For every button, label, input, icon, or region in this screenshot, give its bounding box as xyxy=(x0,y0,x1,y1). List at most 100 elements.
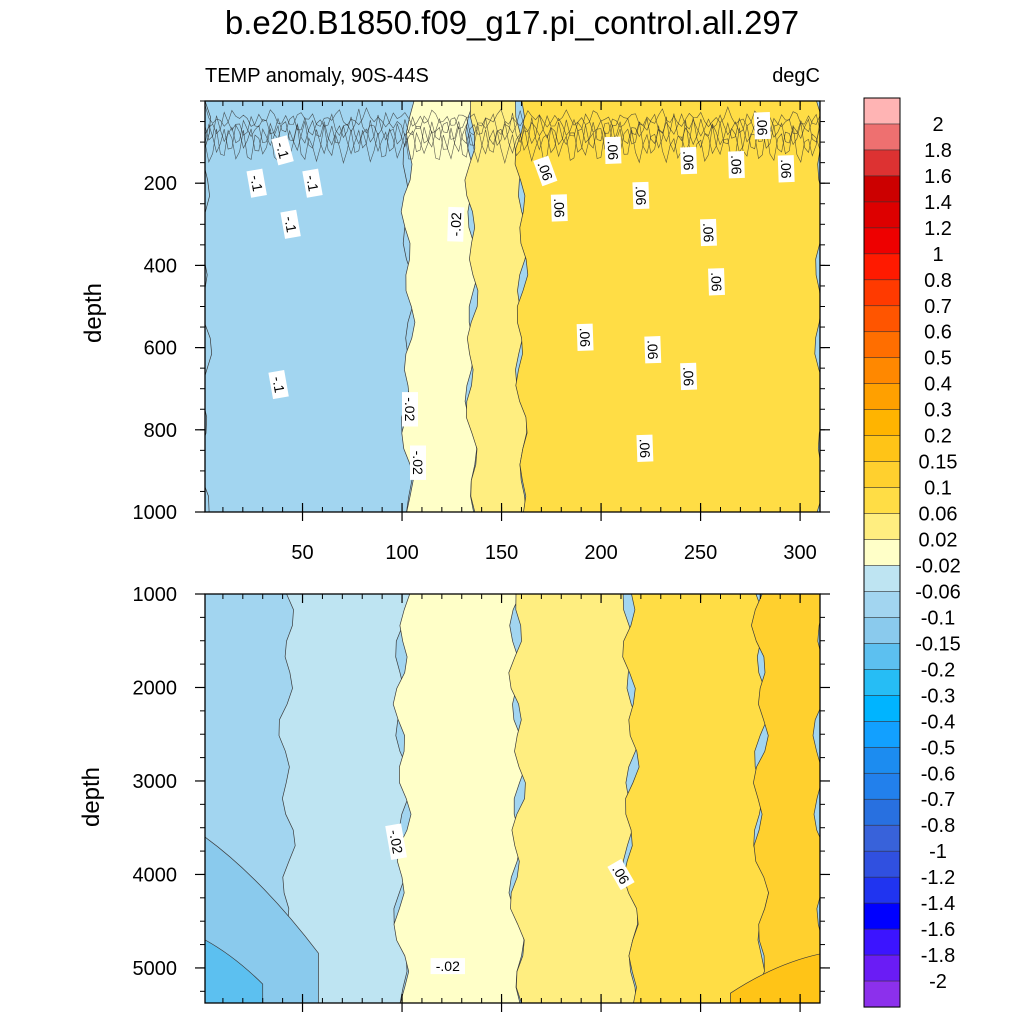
colorbar-swatch-26 xyxy=(863,772,901,800)
svg-text:-.1: -.1 xyxy=(281,215,300,234)
contour-label-upper-ocean-15: .06 xyxy=(753,112,771,140)
y-tick-label-deep-ocean-5000: 5000 xyxy=(133,958,178,980)
colorbar-label-19: -0.1 xyxy=(921,607,955,629)
colorbar-label-16: 0.02 xyxy=(919,530,958,552)
contour-label-upper-ocean-13: .06 xyxy=(727,151,745,179)
chart-title: b.e20.B1850.f09_g17.pi_control.all.297 xyxy=(225,4,799,41)
contour-label-upper-ocean-17: .06 xyxy=(708,268,725,296)
chart-subtitle-left: TEMP anomaly, 90S-44S xyxy=(205,65,429,87)
contour-band-upper-ocean-3 xyxy=(514,101,820,512)
colorbar-swatch-34 xyxy=(863,980,901,1008)
colorbar-swatch-18 xyxy=(863,565,901,593)
colorbar-label-12: 0.2 xyxy=(924,426,952,448)
colorbar-label-1: 1.8 xyxy=(924,140,952,162)
colorbar-label-24: -0.5 xyxy=(921,737,955,759)
svg-text:.06: .06 xyxy=(637,438,654,458)
colorbar-swatch-24 xyxy=(863,721,901,748)
contour-label-upper-ocean-12: .06 xyxy=(680,146,698,175)
contour-label-upper-ocean-6: -.02 xyxy=(402,392,418,427)
svg-text:-.02: -.02 xyxy=(386,828,406,855)
x-tick-label-150: 150 xyxy=(485,542,518,564)
contour-label-upper-ocean-2: -.1 xyxy=(302,168,323,198)
colorbar-label-21: -0.2 xyxy=(921,659,955,681)
colorbar-label-11: 0.3 xyxy=(924,400,952,422)
colorbar-swatch-0 xyxy=(863,97,901,125)
colorbar-label-22: -0.3 xyxy=(921,685,955,707)
y-tick-label-upper-ocean-800: 800 xyxy=(144,420,177,442)
colorbar-label-29: -1.2 xyxy=(921,867,955,889)
contour-label-upper-ocean-5: -.02 xyxy=(447,206,465,242)
colorbar-swatch-19 xyxy=(863,591,901,619)
contour-region-deep-ocean-1 xyxy=(205,939,264,1003)
colorbar-swatch-6 xyxy=(863,253,901,281)
colorbar-label-13: 0.15 xyxy=(919,452,958,474)
colorbar-label-10: 0.4 xyxy=(924,374,952,396)
contour-label-upper-ocean-0: -.1 xyxy=(271,135,294,166)
colorbar-frame xyxy=(863,97,901,1008)
colorbar-label-23: -0.4 xyxy=(921,711,955,733)
y-tick-label-deep-ocean-1000: 1000 xyxy=(133,584,178,606)
colorbar-label-0: 2 xyxy=(932,114,943,136)
x-tick-label-100: 100 xyxy=(385,542,418,564)
contour-label-upper-ocean-4: -.1 xyxy=(268,370,289,400)
colorbar-swatch-5 xyxy=(863,227,901,255)
contour-region-deep-ocean-2 xyxy=(730,953,820,1003)
colorbar-swatch-13 xyxy=(863,435,901,463)
x-tick-label-50: 50 xyxy=(291,542,313,564)
colorbar-swatch-32 xyxy=(863,928,901,956)
contour-label-deep-ocean-0: -.02 xyxy=(385,823,407,861)
colorbar-label-3: 1.4 xyxy=(924,192,952,214)
contour-band-deep-ocean-0 xyxy=(277,594,412,1003)
colorbar-label-17: -0.02 xyxy=(915,556,961,578)
contour-label-upper-ocean-11: .06 xyxy=(632,181,650,210)
y-tick-label-upper-ocean-200: 200 xyxy=(144,173,177,195)
colorbar-swatch-31 xyxy=(863,902,901,930)
colorbar-label-7: 0.7 xyxy=(924,296,952,318)
colorbar-swatch-21 xyxy=(863,643,901,670)
colorbar-label-15: 0.06 xyxy=(919,504,958,526)
colorbar-swatch-2 xyxy=(863,149,901,177)
colorbar-swatch-20 xyxy=(863,617,901,644)
svg-text:-.02: -.02 xyxy=(447,212,464,237)
colorbar-swatch-1 xyxy=(863,123,901,151)
y-axis-label-upper: depth xyxy=(80,283,107,343)
colorbar-label-26: -0.7 xyxy=(921,789,955,811)
svg-text:.06: .06 xyxy=(778,159,795,179)
colorbar-swatch-33 xyxy=(863,954,901,982)
contour-label-upper-ocean-9: .06 xyxy=(604,136,622,164)
colorbar-swatch-11 xyxy=(863,383,901,411)
y-tick-label-deep-ocean-3000: 3000 xyxy=(133,771,178,793)
contour-label-upper-ocean-1: -.1 xyxy=(246,168,267,198)
colorbar-label-27: -0.8 xyxy=(921,815,955,837)
svg-text:-.02: -.02 xyxy=(402,397,418,421)
svg-text:-.1: -.1 xyxy=(303,174,322,193)
surface-contour-line-3 xyxy=(205,116,820,155)
svg-text:-.1: -.1 xyxy=(273,140,293,160)
svg-text:.06: .06 xyxy=(605,140,622,160)
x-tick-label-200: 200 xyxy=(584,542,617,564)
colorbar-label-28: -1 xyxy=(929,841,947,863)
colorbar-swatch-16 xyxy=(863,513,901,541)
colorbar-label-20: -0.15 xyxy=(915,633,961,655)
y-tick-label-deep-ocean-2000: 2000 xyxy=(133,677,178,699)
contour-label-upper-ocean-19: .06 xyxy=(644,336,662,364)
colorbar-label-14: 0.1 xyxy=(924,478,952,500)
svg-text:.06: .06 xyxy=(633,185,650,205)
svg-text:.06: .06 xyxy=(680,151,697,171)
contour-band-deep-ocean-4 xyxy=(751,594,820,1003)
colorbar-label-6: 0.8 xyxy=(924,270,952,292)
colorbar-label-4: 1.2 xyxy=(924,218,952,240)
colorbar-swatch-12 xyxy=(863,409,901,437)
svg-text:-.02: -.02 xyxy=(410,451,426,475)
y-tick-label-upper-ocean-1000: 1000 xyxy=(133,502,178,524)
contour-label-upper-ocean-3: -.1 xyxy=(280,209,301,239)
contour-label-upper-ocean-21: .06 xyxy=(636,434,654,462)
plot-frame-deep xyxy=(204,593,821,1004)
colorbar-swatch-15 xyxy=(863,487,901,515)
svg-text:-.02: -.02 xyxy=(436,958,460,974)
contour-label-upper-ocean-16: .06 xyxy=(700,218,717,247)
svg-text:.06: .06 xyxy=(708,272,725,292)
colorbar-label-32: -1.8 xyxy=(921,945,955,967)
